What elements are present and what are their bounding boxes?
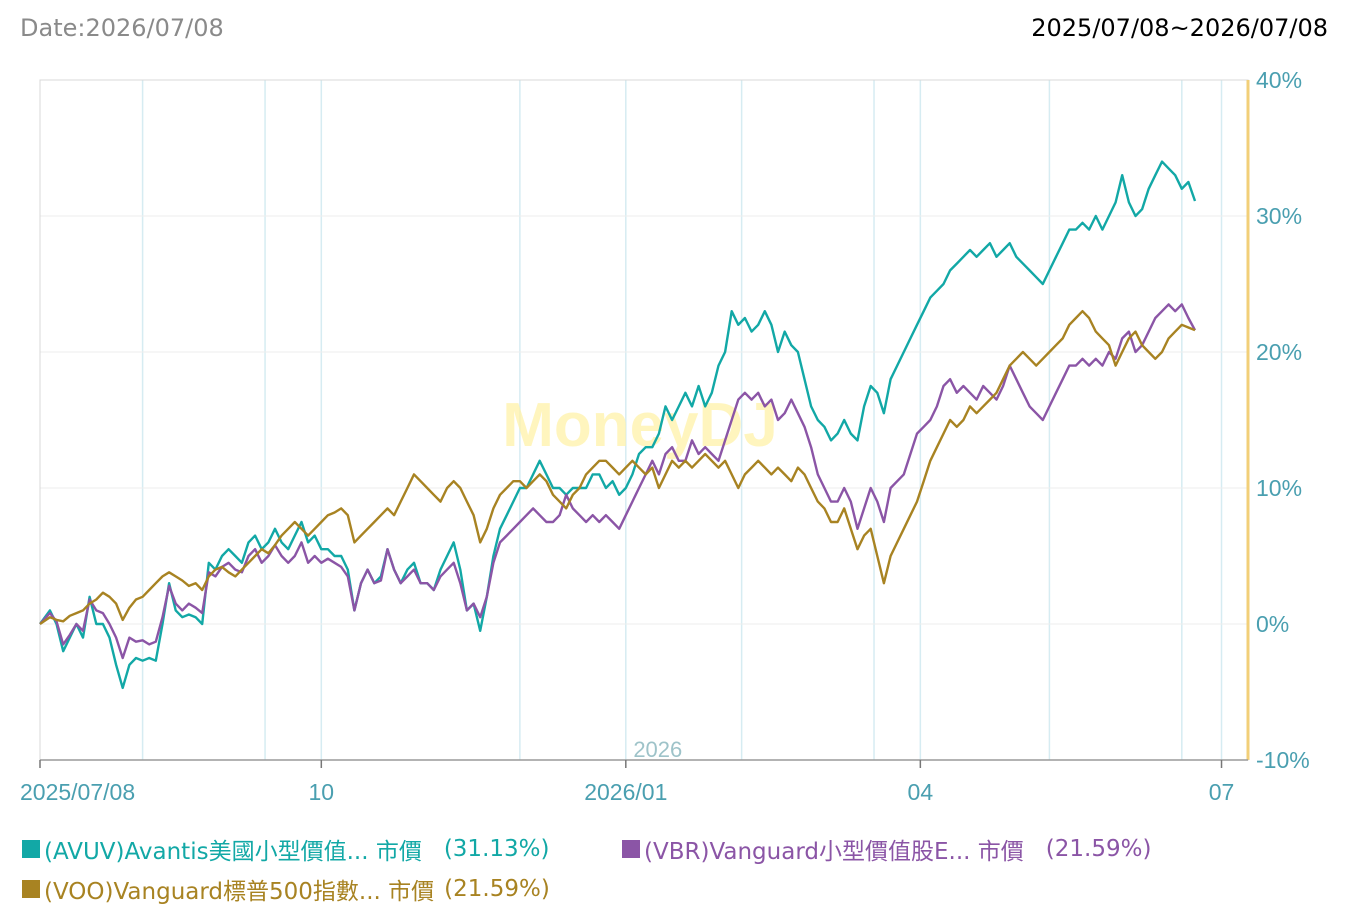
date-label: Date:2026/07/08 [20,14,224,42]
y-tick-label: 10% [1256,475,1302,501]
legend-value-vbr: (21.59%) [1045,836,1152,862]
x-tick-label: 2026/01 [584,779,667,800]
legend-item-vbr[interactable]: (VBR)Vanguard小型價值股E... 市價 (21.59%) [622,832,1151,866]
x-tick-label: 07 [1209,779,1235,800]
legend-value-voo: (21.59%) [444,876,550,902]
legend-label-voo: (VOO)Vanguard標普500指數... 市價 [44,879,435,905]
date-range-label: 2025/07/08~2026/07/08 [1031,14,1328,42]
legend-swatch-vbr [622,840,640,858]
x-tick-label: 10 [309,779,335,800]
series-lines [39,160,1197,690]
series-line-0 [39,160,1197,690]
legend-value-avuv: (31.13%) [443,836,550,862]
year-marker-label: 2026 [633,737,682,762]
y-tick-label: 0% [1256,611,1289,637]
x-tick-label: 04 [908,779,934,800]
y-tick-label: 20% [1256,339,1302,365]
legend-item-voo[interactable]: (VOO)Vanguard標普500指數... 市價 (21.59%) [22,872,550,906]
series-line-2 [39,310,1196,625]
legend-item-avuv[interactable]: (AVUV)Avantis美國小型價值... 市價 (31.13%) [22,832,549,866]
line-chart: MoneyDJ 2026 40% 30% 20% 10% 0% -10% 2025/07/08… [20,67,1310,800]
axes: 2026 40% 30% 20% 10% 0% -10% 2025/07/08 10 2026/0… [20,67,1310,800]
x-tick-label: 2025/07/08 [20,779,135,800]
legend-label-vbr: (VBR)Vanguard小型價值股E... 市價 [644,839,1024,865]
legend-swatch-avuv [22,840,40,858]
legend-swatch-voo [22,880,40,898]
y-tick-label: 40% [1256,67,1302,93]
y-tick-label: 30% [1256,203,1302,229]
watermark: MoneyDJ [502,391,778,460]
y-tick-label: -10% [1256,747,1310,773]
series-line-1 [39,303,1197,660]
legend-label-avuv: (AVUV)Avantis美國小型價值... 市價 [44,839,422,865]
